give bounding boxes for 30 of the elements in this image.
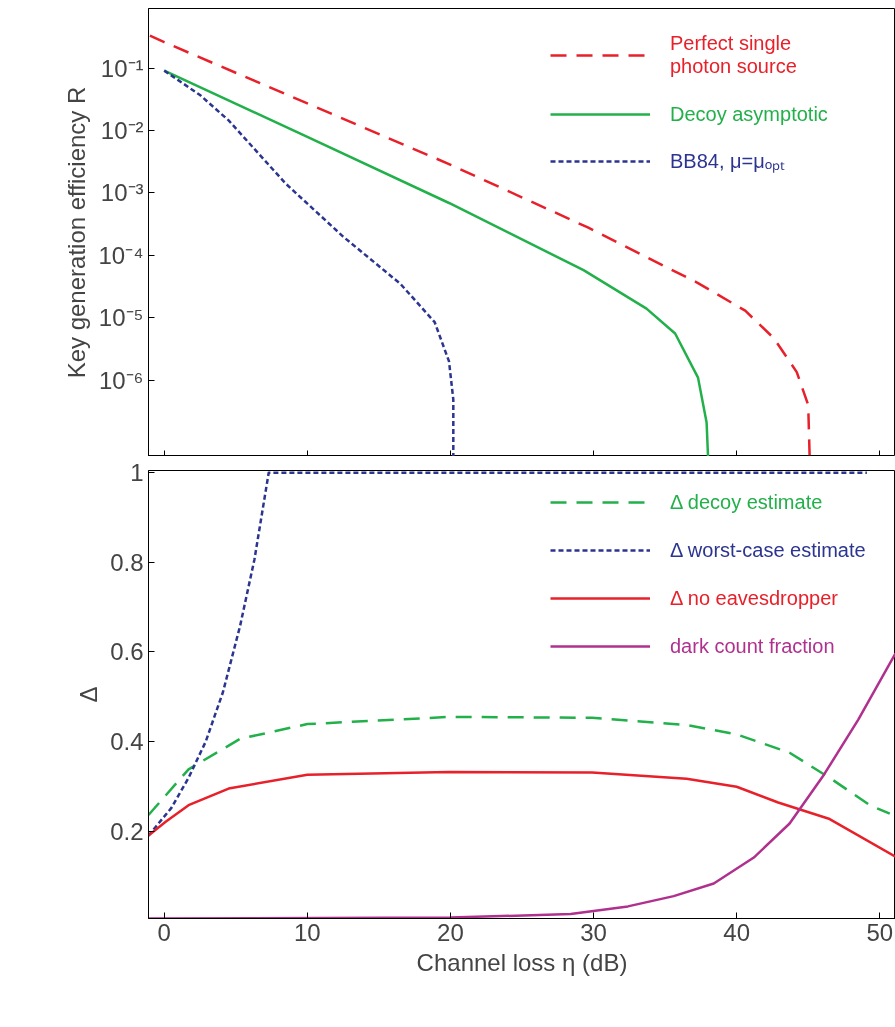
- y-tick-label: 10⁻⁴: [98, 241, 144, 269]
- y-tick-label: 10⁻⁶: [98, 366, 144, 394]
- line-series: [148, 770, 895, 858]
- y-tick-label: 0.2: [110, 817, 144, 845]
- legend-label: Δ worst-case estimate: [670, 538, 866, 562]
- legend-label: dark count fraction: [670, 634, 835, 658]
- y-tick-label: 10⁻²: [100, 117, 144, 144]
- y-axis-title: Δ: [75, 686, 103, 703]
- line-series: [148, 715, 892, 817]
- x-tick-label: 40: [723, 918, 751, 946]
- legend-label: Δ decoy estimate: [670, 490, 823, 514]
- y-axis-title: Key generation efficiency R: [63, 86, 91, 379]
- legend-label: Perfect single photon source: [670, 32, 797, 78]
- y-tick-label: 0.8: [110, 548, 144, 576]
- y-tick-label: 0.6: [110, 638, 144, 666]
- y-tick-label: 10⁻¹: [100, 54, 144, 82]
- x-tick-label: 0: [157, 918, 171, 946]
- x-tick-label: 30: [580, 918, 607, 946]
- line-series: [162, 69, 455, 456]
- x-axis-title: Channel loss η (dB): [416, 948, 628, 976]
- y-tick-label: 0.4: [110, 728, 144, 756]
- x-tick-label: 50: [866, 918, 894, 946]
- y-tick-label: 1: [130, 459, 144, 487]
- y-tick-label: 10⁻³: [100, 179, 144, 207]
- legend-label: Δ no eavesdropper: [670, 586, 838, 610]
- x-tick-label: 10: [294, 918, 321, 946]
- y-tick-label: 10⁻⁵: [98, 304, 144, 332]
- legend-label: BB84, μ=μₒₚₜ: [670, 149, 786, 174]
- legend-label: Decoy asymptotic: [670, 102, 828, 126]
- x-tick-label: 20: [437, 918, 464, 946]
